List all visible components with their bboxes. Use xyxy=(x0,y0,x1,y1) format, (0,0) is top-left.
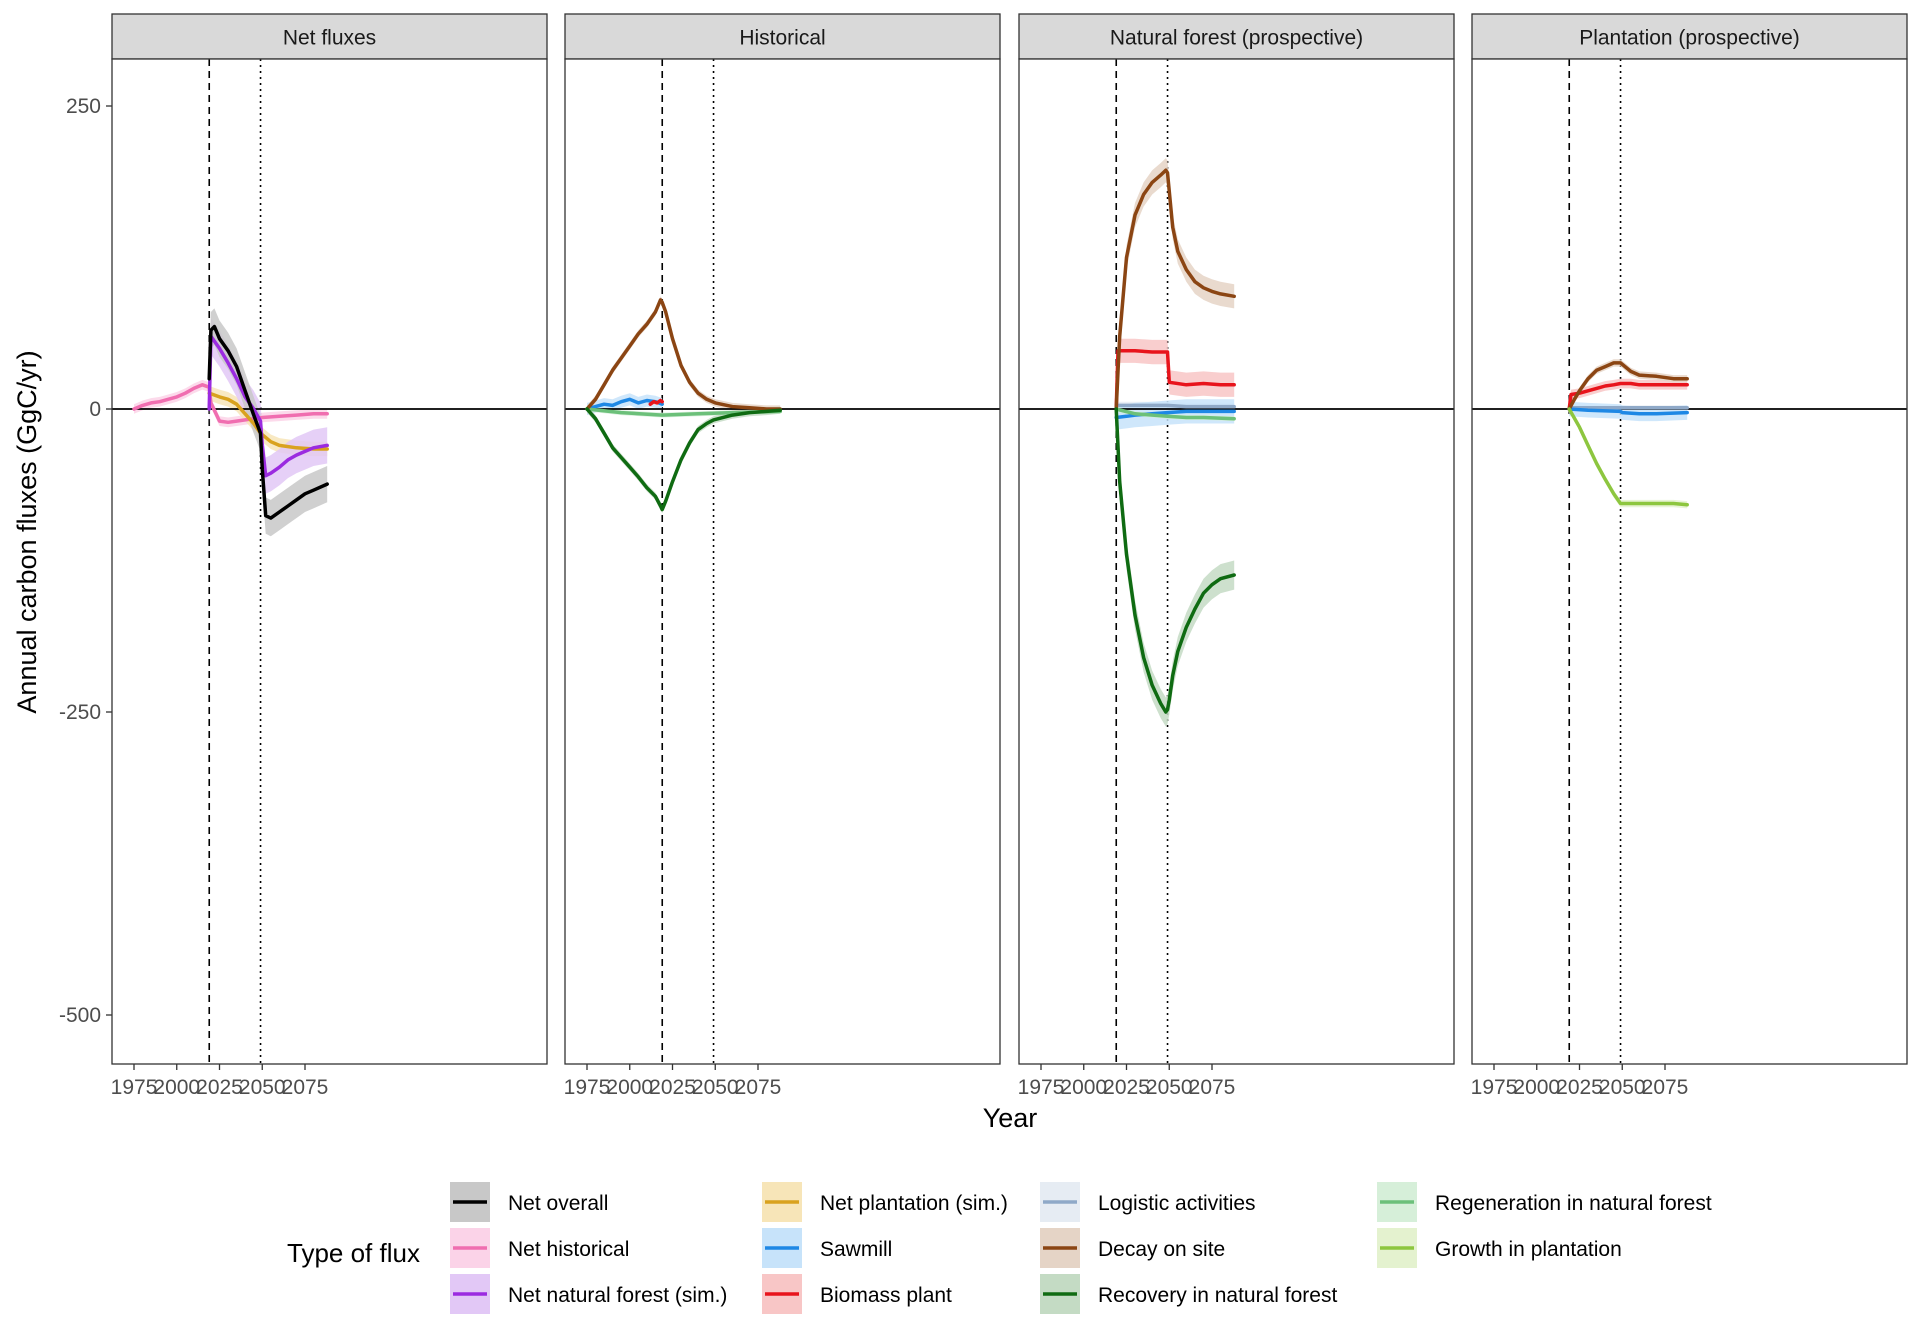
x-tick-label: 2050 xyxy=(1146,1076,1193,1099)
panel-strip xyxy=(111,13,548,60)
y-tick-label: -250 xyxy=(59,701,101,724)
legend-item-growth: Growth in plantation xyxy=(1377,1228,1622,1268)
legend-item-biomass: Biomass plant xyxy=(762,1274,952,1314)
x-axis-title: Year xyxy=(983,1103,1038,1133)
panel-title: Historical xyxy=(739,27,825,50)
legend-label: Net plantation (sim.) xyxy=(820,1192,1008,1215)
legend-label: Recovery in natural forest xyxy=(1098,1284,1337,1307)
panel-title: Natural forest (prospective) xyxy=(1110,27,1363,50)
band-recovery xyxy=(587,405,781,514)
legend-label: Biomass plant xyxy=(820,1284,952,1307)
series-sawmill xyxy=(1114,409,1236,420)
x-tick-label: 2000 xyxy=(1060,1076,1107,1099)
legend-label: Net natural forest (sim.) xyxy=(508,1284,727,1307)
series-growth xyxy=(1567,407,1689,507)
legend-label: Sawmill xyxy=(820,1238,892,1261)
legend-item-net_natural: Net natural forest (sim.) xyxy=(450,1274,727,1314)
band-decay xyxy=(1569,359,1688,413)
legend-item-regeneration: Regeneration in natural forest xyxy=(1377,1182,1712,1222)
x-tick-label: 2050 xyxy=(692,1076,739,1099)
x-tick-label: 2050 xyxy=(1599,1076,1646,1099)
y-tick-label: 250 xyxy=(66,95,101,118)
panel-data xyxy=(1019,59,1454,1064)
panel-plot-area xyxy=(112,59,547,1064)
panel-border xyxy=(1471,58,1908,1065)
x-tick-label: 1975 xyxy=(111,1076,158,1099)
x-tick-label: 2075 xyxy=(735,1076,782,1099)
x-tick-label: 2075 xyxy=(1642,1076,1689,1099)
panel-plot-area xyxy=(1472,59,1907,1064)
chart-panels: Net fluxes197520002025205020752500-250-5… xyxy=(59,13,1908,1099)
series-decay xyxy=(1567,361,1689,411)
band-net_overall xyxy=(209,308,328,537)
x-tick-label: 2000 xyxy=(1513,1076,1560,1099)
panel-strip xyxy=(564,13,1001,60)
legend-item-logistic: Logistic activities xyxy=(1040,1182,1256,1222)
series-recovery xyxy=(1114,407,1236,714)
series-recovery xyxy=(585,407,782,512)
legend-item-decay: Decay on site xyxy=(1040,1228,1225,1268)
band-biomass xyxy=(1116,338,1235,422)
x-tick-label: 2025 xyxy=(649,1076,696,1099)
legend-label: Decay on site xyxy=(1098,1238,1225,1261)
panel-border xyxy=(1018,58,1455,1065)
chart-legend: Type of flux Net overall Net historical Ne… xyxy=(287,1182,1712,1314)
x-tick-label: 2050 xyxy=(239,1076,286,1099)
axis-titles: Year Annual carbon fluxes (GgC/yr) xyxy=(12,350,1037,1133)
legend-label: Logistic activities xyxy=(1098,1192,1256,1215)
series-biomass xyxy=(1114,349,1236,411)
x-tick-label: 2025 xyxy=(1556,1076,1603,1099)
legend-label: Regeneration in natural forest xyxy=(1435,1192,1712,1215)
series-regeneration xyxy=(1114,407,1236,421)
series-sawmill xyxy=(585,397,664,411)
x-tick-label: 2075 xyxy=(282,1076,329,1099)
legend-item-net_plantation: Net plantation (sim.) xyxy=(762,1182,1008,1222)
panel-data xyxy=(112,59,547,1064)
panel-data xyxy=(1472,59,1907,1064)
legend-item-recovery: Recovery in natural forest xyxy=(1040,1274,1337,1314)
series-decay xyxy=(585,298,782,411)
x-tick-label: 2025 xyxy=(196,1076,243,1099)
legend-label: Growth in plantation xyxy=(1435,1238,1622,1261)
series-biomass xyxy=(648,398,664,406)
y-tick-label: 0 xyxy=(89,398,101,421)
x-tick-label: 1975 xyxy=(1471,1076,1518,1099)
panel-border xyxy=(111,58,548,1065)
panel-border xyxy=(564,58,1001,1065)
legend-label: Net overall xyxy=(508,1192,608,1215)
legend-item-sawmill: Sawmill xyxy=(762,1228,892,1268)
series-decay xyxy=(1114,168,1236,411)
panel-data xyxy=(565,59,1000,1064)
x-tick-label: 2000 xyxy=(153,1076,200,1099)
legend-item-net_historical: Net historical xyxy=(450,1228,629,1268)
panel-4: Plantation (prospective) 1975200020252050… xyxy=(1471,13,1908,1099)
series-logistic xyxy=(1114,403,1236,409)
panel-plot-area xyxy=(565,59,1000,1064)
y-axis-title: Annual carbon fluxes (GgC/yr) xyxy=(12,350,42,713)
panel-title: Plantation (prospective) xyxy=(1579,27,1800,50)
panel-strip xyxy=(1018,13,1455,60)
series-net_overall xyxy=(207,324,329,520)
band-net_plantation xyxy=(209,386,328,457)
y-tick-label: -500 xyxy=(59,1004,101,1027)
legend-title: Type of flux xyxy=(287,1238,420,1268)
panel-3: Natural forest (prospective) 197520002025… xyxy=(1018,13,1455,1099)
panel-title: Net fluxes xyxy=(283,27,376,50)
legend-label: Net historical xyxy=(508,1238,629,1261)
band-net_natural xyxy=(209,318,328,494)
panel-plot-area xyxy=(1019,59,1454,1064)
x-tick-label: 2025 xyxy=(1103,1076,1150,1099)
x-tick-label: 1975 xyxy=(1018,1076,1065,1099)
panel-strip xyxy=(1471,13,1908,60)
x-tick-label: 1975 xyxy=(564,1076,611,1099)
legend-item-net_overall: Net overall xyxy=(450,1182,608,1222)
x-tick-label: 2075 xyxy=(1189,1076,1236,1099)
series-sawmill xyxy=(1567,407,1689,416)
x-tick-label: 2000 xyxy=(606,1076,653,1099)
